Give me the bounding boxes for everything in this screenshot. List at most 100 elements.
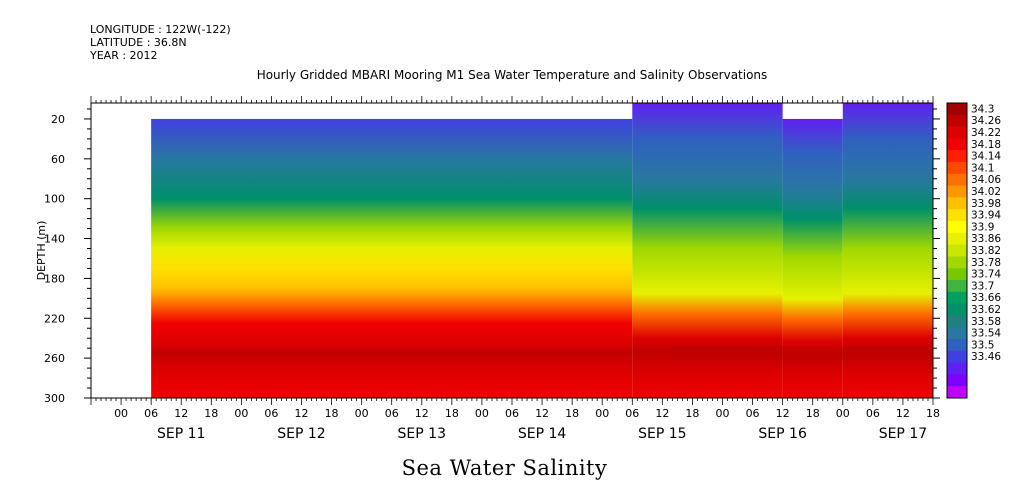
colorbar-swatch — [947, 103, 967, 116]
y-tick-label: 100 — [44, 193, 65, 206]
colorbar-swatch — [947, 232, 967, 246]
colorbar-label: 34.22 — [971, 127, 1001, 139]
x-hour-label: 06 — [746, 407, 760, 420]
x-day-label: SEP 14 — [518, 426, 567, 442]
x-hour-label: 18 — [685, 407, 699, 420]
y-tick-label: 220 — [44, 312, 65, 325]
colorbar-label: 33.9 — [971, 221, 994, 233]
colorbar-swatch — [947, 244, 967, 257]
x-hour-label: 00 — [234, 407, 248, 420]
y-tick-label: 60 — [51, 153, 65, 166]
colorbar-swatch — [947, 291, 967, 305]
x-hour-label: 00 — [836, 407, 850, 420]
plot-area — [151, 103, 933, 398]
x-hour-label: 12 — [295, 407, 309, 420]
salinity-field-before — [151, 118, 633, 398]
x-hour-label: 12 — [174, 407, 188, 420]
y-tick-label: 300 — [44, 392, 65, 405]
x-hour-label: 06 — [866, 407, 880, 420]
colorbar-label: 34.3 — [971, 103, 994, 115]
colorbar-label: 34.02 — [971, 186, 1001, 198]
colorbar-swatch — [947, 173, 967, 187]
colorbar-swatch — [947, 268, 967, 281]
colorbar-label: 34.18 — [971, 139, 1001, 151]
colorbar-swatch — [947, 327, 967, 340]
colorbar-label: 34.26 — [971, 115, 1001, 127]
x-day-label: SEP 15 — [638, 426, 686, 442]
axes: 20 60 100 140 180 220 260 300 00 06 12 18 00 06 12 18 00… — [44, 96, 940, 442]
y-tick-label: 20 — [51, 113, 65, 126]
colorbar-swatch — [947, 221, 967, 234]
longitude-label: LONGITUDE : 122W(-122) — [90, 23, 231, 36]
colorbar-swatch — [947, 114, 967, 128]
x-hour-label: 00 — [114, 407, 128, 420]
y-tick-label: 260 — [44, 352, 65, 365]
colorbar-swatch — [947, 280, 967, 293]
x-hour-label: 18 — [204, 407, 218, 420]
colorbar-swatch — [947, 256, 967, 269]
colorbar-label: 33.46 — [971, 351, 1001, 363]
colorbar-swatch — [947, 374, 967, 387]
salinity-core-band — [672, 346, 933, 361]
x-hour-label: 18 — [565, 407, 579, 420]
x-day-label: SEP 12 — [277, 426, 325, 442]
y-axis-label: DEPTH (m) — [35, 221, 48, 281]
colorbar: 34.334.2634.2234.1834.1434.134.0634.0233… — [946, 102, 1001, 399]
y-tick-label: 180 — [44, 272, 65, 285]
x-hour-label: 06 — [505, 407, 519, 420]
colorbar-swatch — [947, 209, 967, 222]
colorbar-label: 33.78 — [971, 257, 1001, 269]
colorbar-swatch — [947, 185, 967, 198]
salinity-chart: 20 60 100 140 180 220 260 300 00 06 12 18 00 06 12 18 00… — [35, 96, 1001, 442]
colorbar-label: 34.1 — [971, 162, 994, 174]
x-hour-label: 18 — [926, 407, 940, 420]
x-hour-label: 18 — [806, 407, 820, 420]
colorbar-swatch — [947, 303, 967, 316]
x-hour-label: 18 — [445, 407, 459, 420]
x-hour-label: 06 — [264, 407, 278, 420]
colorbar-label: 34.06 — [971, 174, 1001, 186]
colorbar-label: 33.5 — [971, 339, 994, 351]
colorbar-label: 33.62 — [971, 304, 1001, 316]
colorbar-label: 33.86 — [971, 233, 1001, 245]
x-hour-label: 12 — [535, 407, 549, 420]
x-hour-label: 12 — [655, 407, 669, 420]
colorbar-label: 33.98 — [971, 198, 1001, 210]
x-hour-label: 12 — [896, 407, 910, 420]
colorbar-frame — [946, 102, 968, 399]
colorbar-label: 33.66 — [971, 292, 1001, 304]
colorbar-label: 33.74 — [971, 269, 1001, 281]
year-label: YEAR : 2012 — [90, 49, 158, 62]
x-hour-label: 00 — [475, 407, 489, 420]
colorbar-swatch — [947, 362, 967, 375]
x-hour-label: 00 — [355, 407, 369, 420]
colorbar-label: 33.58 — [971, 316, 1001, 328]
x-day-label: SEP 17 — [879, 426, 927, 442]
chart-title: Hourly Gridded MBARI Mooring M1 Sea Wate… — [256, 68, 768, 82]
colorbar-swatch — [947, 339, 967, 352]
x-hour-label: 12 — [776, 407, 790, 420]
colorbar-label: 34.14 — [971, 151, 1001, 163]
colorbar-label: 33.82 — [971, 245, 1001, 257]
colorbar-swatch — [947, 138, 967, 151]
x-hour-label: 06 — [625, 407, 639, 420]
x-hour-label: 00 — [716, 407, 730, 420]
y-tick-label: 140 — [44, 233, 65, 246]
colorbar-swatch — [947, 150, 967, 163]
latitude-label: LATITUDE : 36.8N — [90, 36, 187, 49]
x-day-label: SEP 11 — [157, 426, 205, 442]
variable-caption: Sea Water Salinity — [401, 456, 608, 480]
colorbar-swatch — [947, 315, 967, 328]
colorbar-swatch — [947, 197, 967, 210]
colorbar-label: 33.7 — [971, 280, 994, 292]
x-hour-label: 06 — [144, 407, 158, 420]
colorbar-swatch — [947, 350, 967, 364]
x-day-label: SEP 16 — [758, 426, 807, 442]
x-hour-label: 00 — [595, 407, 609, 420]
colorbar-label: 33.94 — [971, 210, 1001, 222]
colorbar-swatch — [947, 386, 967, 399]
x-day-label: SEP 13 — [398, 426, 446, 442]
colorbar-label: 33.54 — [971, 328, 1001, 340]
x-hour-label: 18 — [325, 407, 339, 420]
colorbar-swatch — [947, 126, 967, 139]
